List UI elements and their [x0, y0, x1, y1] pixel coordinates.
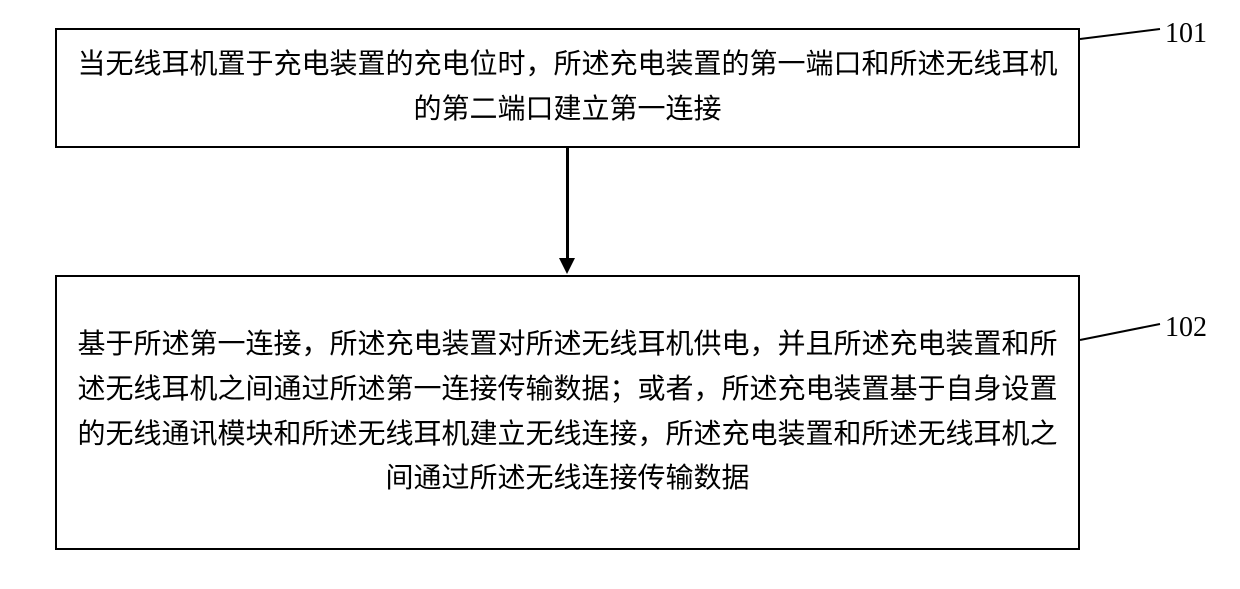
step-label-2: 102: [1165, 312, 1207, 344]
flowchart-step-1: 当无线耳机置于充电装置的充电位时，所述充电装置的第一端口和所述无线耳机的第二端口…: [55, 28, 1080, 148]
leader-line-2: [1080, 322, 1162, 342]
flowchart-container: 当无线耳机置于充电装置的充电位时，所述充电装置的第一端口和所述无线耳机的第二端口…: [0, 0, 1240, 589]
step-label-1: 101: [1165, 18, 1207, 50]
leader-line-1: [1080, 28, 1162, 40]
flowchart-step-2: 基于所述第一连接，所述充电装置对所述无线耳机供电，并且所述充电装置和所述无线耳机…: [55, 275, 1080, 550]
step-2-text: 基于所述第一连接，所述充电装置对所述无线耳机供电，并且所述充电装置和所述无线耳机…: [57, 311, 1078, 514]
arrow-1-head: [559, 258, 575, 274]
arrow-1-line: [566, 148, 569, 260]
step-1-text: 当无线耳机置于充电装置的充电位时，所述充电装置的第一端口和所述无线耳机的第二端口…: [57, 31, 1078, 145]
